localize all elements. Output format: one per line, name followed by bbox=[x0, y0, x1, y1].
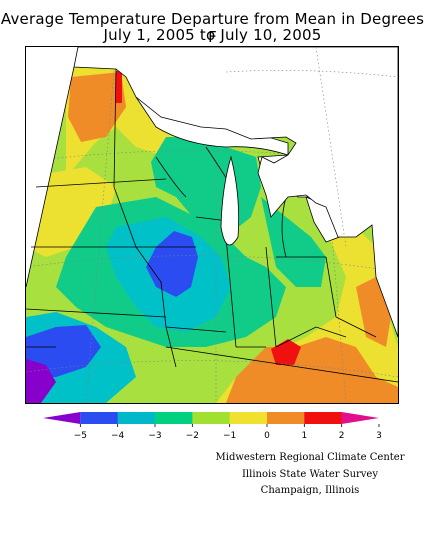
legend-tick-label: −3 bbox=[148, 431, 161, 441]
legend-swatch bbox=[43, 412, 81, 424]
legend-swatch bbox=[192, 412, 231, 424]
contour-zone-teal-michigan bbox=[261, 197, 326, 287]
legend-tick-label: 2 bbox=[339, 431, 345, 441]
legend-tick-label: −5 bbox=[74, 431, 87, 441]
contour-zone-yellow-west bbox=[26, 167, 116, 257]
legend-tick-label: −4 bbox=[111, 431, 125, 441]
color-scale-legend: −5 −4 −3 −2 −1 0 1 2 3 bbox=[43, 412, 382, 441]
legend-swatch bbox=[341, 412, 379, 424]
legend-tick-label: −1 bbox=[223, 431, 236, 441]
credit-survey: Illinois State Water Survey bbox=[241, 469, 378, 480]
state-boundaries bbox=[26, 66, 398, 383]
map-date-range: July 1, 2005 to July 10, 2005 bbox=[103, 26, 322, 44]
canada-graticule bbox=[225, 47, 398, 248]
graticule bbox=[26, 67, 398, 403]
legend-labels: −5 −4 −3 −2 −1 0 1 2 3 bbox=[74, 424, 382, 441]
legend-swatch bbox=[80, 412, 119, 424]
legend-tick-label: 3 bbox=[376, 431, 382, 441]
credit-organization: Midwestern Regional Climate Center bbox=[215, 452, 405, 463]
credit-location: Champaign, Illinois bbox=[260, 485, 360, 496]
legend-swatch bbox=[267, 412, 305, 424]
contour-zone-blue-southwest bbox=[26, 325, 101, 377]
contour-zone-red-north bbox=[116, 71, 122, 103]
legend-tick-label: 0 bbox=[264, 431, 270, 441]
contour-zone-purple-corner bbox=[26, 359, 56, 403]
legend-swatch bbox=[229, 412, 268, 424]
contour-zone-orange-southeast bbox=[226, 337, 398, 403]
canada-region bbox=[73, 47, 398, 338]
temperature-map bbox=[25, 46, 399, 404]
legend-swatch bbox=[117, 412, 156, 424]
contour-zone-orange-northwest bbox=[68, 72, 126, 142]
contour-zone-blue-iowa-illinois bbox=[146, 231, 198, 297]
legend-tick-label: 1 bbox=[301, 431, 307, 441]
legend-tick-label: −2 bbox=[186, 431, 199, 441]
legend-swatch bbox=[155, 412, 193, 424]
map-title: Average Temperature Departure from Mean … bbox=[0, 10, 425, 46]
legend-swatches bbox=[43, 412, 379, 424]
legend-swatch bbox=[304, 412, 343, 424]
map-canvas bbox=[26, 47, 398, 403]
